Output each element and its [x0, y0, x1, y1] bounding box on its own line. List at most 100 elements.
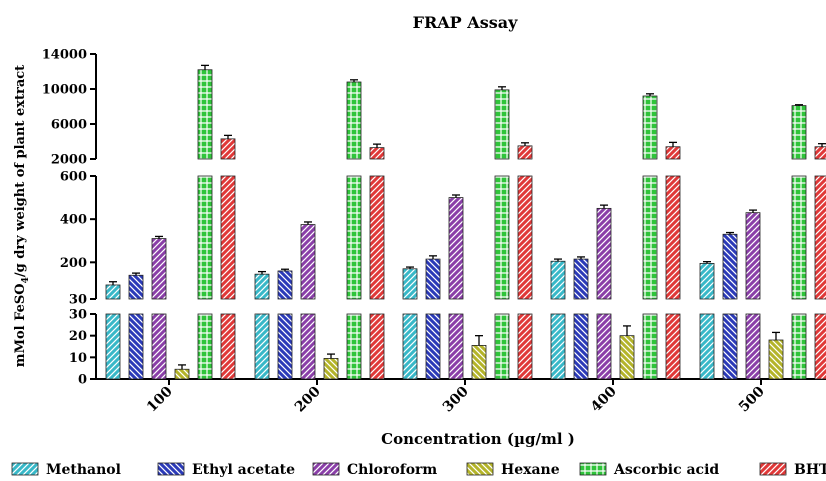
- bar: [745, 212, 761, 300]
- y-tick-label: 0: [78, 373, 87, 388]
- bar: [174, 368, 190, 380]
- bar: [151, 238, 167, 300]
- bar: [220, 313, 236, 380]
- y-tick-label: 600: [60, 170, 87, 185]
- y-axis-label: mMol FeSO4/g dry weight of plant extract: [13, 65, 31, 367]
- legend-item: BHT: [759, 462, 826, 478]
- bar: [448, 313, 464, 380]
- x-tick-label: 100: [144, 383, 176, 415]
- bar: [128, 313, 144, 380]
- legend-item: Methanol: [11, 462, 121, 478]
- bar: [791, 313, 807, 380]
- legend-swatch: [466, 462, 494, 476]
- bar: [425, 258, 441, 300]
- bar: [300, 313, 316, 380]
- y-tick-label: 30: [69, 308, 87, 323]
- bar: [517, 313, 533, 380]
- bar: [105, 313, 121, 380]
- legend-label: Methanol: [46, 462, 121, 478]
- bar: [699, 262, 715, 300]
- x-tick-label: 300: [440, 383, 472, 415]
- bar: [722, 233, 738, 300]
- bar: [471, 345, 487, 380]
- legend-swatch: [312, 462, 340, 476]
- legend-item: Ascorbic acid: [579, 462, 719, 478]
- bars: [105, 64, 826, 380]
- bar: [128, 274, 144, 300]
- legend-label: Hexane: [501, 462, 560, 478]
- bar: [425, 313, 441, 380]
- legend-item: Hexane: [466, 462, 560, 478]
- bar: [642, 95, 658, 160]
- bar: [254, 273, 270, 300]
- bar: [573, 313, 589, 380]
- legend: Methanol Ethyl acetate Chloroform Hexane Asc…: [11, 462, 826, 478]
- bar: [369, 175, 385, 300]
- bar: [745, 313, 761, 380]
- legend-label: BHT: [794, 462, 826, 478]
- bar: [791, 175, 807, 300]
- x-tick-label: 500: [736, 383, 768, 415]
- bar: [277, 270, 293, 300]
- legend-label: Ethyl acetate: [192, 462, 295, 478]
- bar: [402, 268, 418, 300]
- legend-label: Chloroform: [347, 462, 437, 478]
- legend-item: Chloroform: [312, 462, 437, 478]
- bar: [596, 207, 612, 300]
- bar: [494, 175, 510, 300]
- legend-swatch: [157, 462, 185, 476]
- bar: [814, 313, 826, 380]
- bar: [665, 146, 681, 160]
- bar: [573, 258, 589, 300]
- bar: [220, 138, 236, 160]
- bar: [277, 313, 293, 380]
- bar: [323, 358, 339, 380]
- bar: [494, 313, 510, 380]
- bar: [220, 175, 236, 300]
- bar: [550, 260, 566, 300]
- legend-label: Ascorbic acid: [613, 462, 719, 478]
- x-tick-label: 400: [588, 383, 620, 415]
- y-tick-label: 14000: [42, 48, 87, 63]
- bar: [197, 175, 213, 300]
- bar: [699, 313, 715, 380]
- y-tick-label: 400: [60, 213, 87, 228]
- bar: [448, 197, 464, 300]
- bar: [402, 313, 418, 380]
- bar: [346, 313, 362, 380]
- bar: [494, 89, 510, 160]
- bar: [197, 313, 213, 380]
- x-tick-labels: 100 200 300 400 500: [144, 379, 768, 416]
- bar: [642, 313, 658, 380]
- bar: [596, 313, 612, 380]
- bar: [619, 335, 635, 380]
- y-tick-label: 200: [60, 256, 87, 271]
- bar: [300, 224, 316, 300]
- bar: [346, 81, 362, 160]
- y-tick-label: 6000: [51, 118, 87, 133]
- bar: [369, 313, 385, 380]
- y-tick-label: 30: [69, 293, 87, 308]
- bar: [346, 175, 362, 300]
- bar: [517, 175, 533, 300]
- bar: [151, 313, 167, 380]
- y-tick-label: 20: [69, 329, 87, 344]
- bar: [768, 339, 784, 380]
- bar: [665, 175, 681, 300]
- bar: [254, 313, 270, 380]
- bar: [105, 284, 121, 300]
- bar: [814, 175, 826, 300]
- legend-swatch: [11, 462, 39, 476]
- legend-item: Ethyl acetate: [157, 462, 295, 478]
- bar: [722, 313, 738, 380]
- bar: [642, 175, 658, 300]
- bar: [550, 313, 566, 380]
- bar: [665, 313, 681, 380]
- bar: [369, 147, 385, 160]
- x-axis-label: Concentration (µg/ml ): [381, 430, 575, 448]
- x-tick-label: 200: [292, 383, 324, 415]
- bar: [791, 105, 807, 160]
- bar: [517, 145, 533, 160]
